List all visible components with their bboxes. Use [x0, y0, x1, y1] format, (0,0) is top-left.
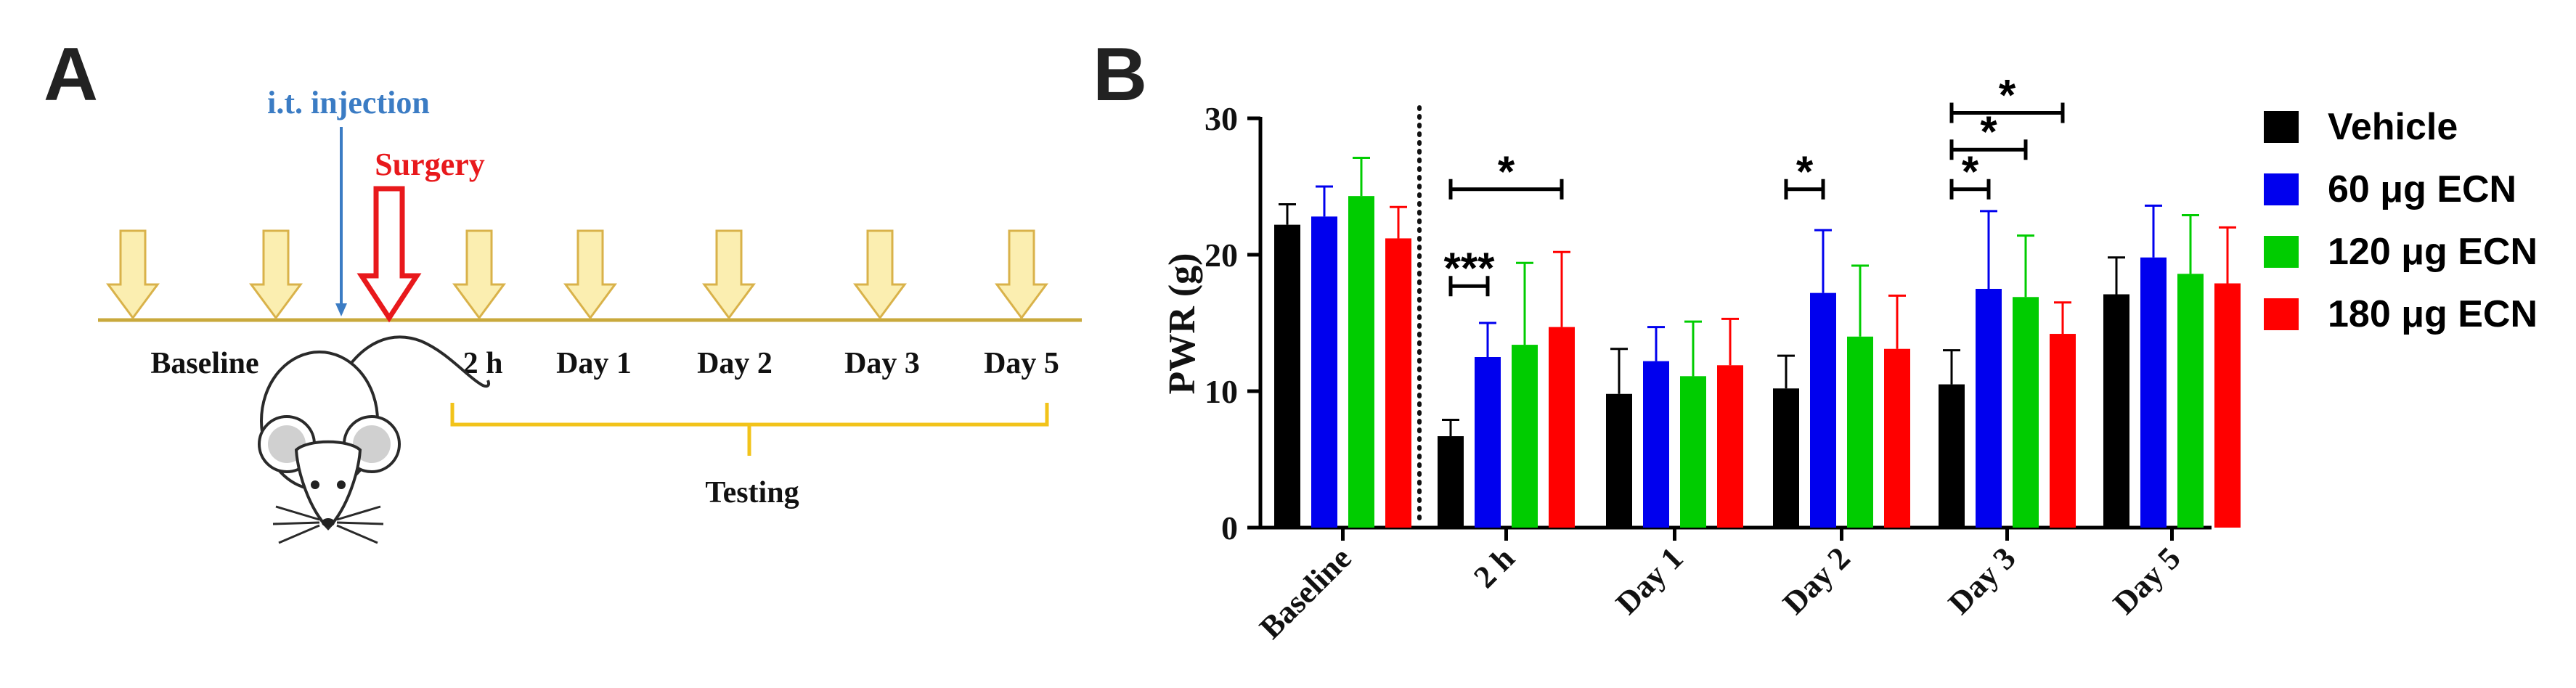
- mouse-icon: [258, 335, 490, 544]
- y-tick-label: 0: [1221, 509, 1238, 546]
- bar-180-g-ecn-baseline: [1385, 238, 1411, 528]
- bar-60-g-ecn-baseline: [1311, 216, 1337, 528]
- y-tick-label: 30: [1205, 100, 1238, 137]
- time-label-baseline: Baseline: [150, 347, 258, 380]
- significance-label: *: [1498, 147, 1515, 196]
- bar-vehicle-baseline: [1274, 224, 1300, 528]
- error-bars: [1279, 157, 2236, 437]
- bar-180-g-ecn-day-3: [2050, 334, 2076, 528]
- legend-swatch-180-g-ecn: [2264, 298, 2299, 330]
- y-tick-label: 10: [1205, 373, 1238, 410]
- x-tick-label-baseline: Baseline: [1252, 540, 1358, 645]
- significance-label: *: [1980, 107, 1997, 156]
- significance-bracket: [1949, 179, 1991, 200]
- bar-180-g-ecn-2-h: [1549, 327, 1575, 528]
- time-point-arrow-icon: [563, 229, 617, 320]
- time-labels: Baseline 2 h Day 1 Day 2 Day 3 Day 5: [150, 347, 1059, 380]
- testing-label: Testing: [705, 476, 799, 509]
- injection-arrow-head: [335, 303, 347, 316]
- time-point-arrow-icon: [106, 229, 160, 320]
- y-axis-label: PWR (g): [1162, 253, 1203, 395]
- bar-60-g-ecn-day-3: [1976, 289, 2002, 528]
- significance-label: *: [1962, 147, 1979, 196]
- time-label-day2: Day 2: [697, 347, 773, 380]
- significance-markers: **** * ***: [1443, 70, 2065, 297]
- time-label-day5: Day 5: [984, 347, 1059, 380]
- bar-60-g-ecn-day-1: [1643, 361, 1669, 528]
- bar-180-g-ecn-day-2: [1884, 348, 1910, 528]
- legend-swatch-60-g-ecn: [2264, 173, 2299, 205]
- legend-label-180-g-ecn: 180 μg ECN: [2328, 293, 2538, 335]
- legend: Vehicle 60 μg ECN 120 μg ECN 180 μg ECN: [2264, 106, 2538, 335]
- x-ticks: Baseline 2 h Day 1 Day 2 Day 3 Day 5: [1252, 528, 2188, 646]
- x-tick-label-day-3: Day 3: [1941, 540, 2023, 621]
- bar-120-g-ecn-2-h: [1512, 345, 1538, 528]
- significance-bracket: [1448, 276, 1490, 297]
- significance-bracket: [1949, 139, 2028, 160]
- bar-180-g-ecn-day-5: [2214, 283, 2241, 528]
- significance-label: *: [1999, 70, 2016, 119]
- time-label-day1: Day 1: [556, 347, 632, 380]
- panel-b-letter: B: [1093, 33, 1147, 117]
- panel-a-timeline: A i.t. injection Surgery Baseline 2 h Da…: [44, 33, 1082, 544]
- bar-vehicle-2-h: [1438, 436, 1464, 528]
- y-ticks: 0 10 20 30: [1205, 100, 1260, 546]
- surgery-label: Surgery: [375, 147, 485, 182]
- time-point-arrow-icon: [452, 229, 506, 320]
- bar-60-g-ecn-day-5: [2140, 257, 2167, 528]
- bar-vehicle-day-3: [1939, 384, 1965, 528]
- legend-swatch-vehicle: [2264, 111, 2299, 143]
- bar-vehicle-day-5: [2103, 294, 2129, 528]
- significance-label: *: [1796, 147, 1814, 196]
- time-point-arrow-icon: [853, 229, 907, 320]
- bar-60-g-ecn-2-h: [1475, 357, 1501, 528]
- bar-120-g-ecn-day-2: [1847, 336, 1873, 528]
- significance-bracket: [1949, 102, 2065, 123]
- legend-label-120-g-ecn: 120 μg ECN: [2328, 231, 2538, 273]
- significance-label: ***: [1443, 244, 1495, 292]
- bar-vehicle-day-2: [1773, 388, 1799, 528]
- bars: [1274, 196, 2241, 528]
- bar-120-g-ecn-day-5: [2177, 274, 2204, 528]
- surgery-arrow-icon: [356, 186, 422, 323]
- significance-bracket: [1448, 179, 1564, 200]
- bar-vehicle-day-1: [1606, 393, 1632, 528]
- time-point-arrow-icon: [702, 229, 756, 320]
- time-label-day3: Day 3: [844, 347, 920, 380]
- panel-a-letter: A: [44, 33, 98, 117]
- legend-label-vehicle: Vehicle: [2328, 106, 2458, 148]
- bar-60-g-ecn-day-2: [1810, 292, 1836, 528]
- injection-label: i.t. injection: [267, 85, 430, 120]
- time-point-arrow-icon: [995, 229, 1048, 320]
- x-tick-label-day-2: Day 2: [1776, 540, 1857, 621]
- bar-180-g-ecn-day-1: [1717, 365, 1743, 528]
- significance-bracket: [1784, 179, 1825, 200]
- y-tick-label: 20: [1205, 237, 1238, 274]
- legend-swatch-120-g-ecn: [2264, 236, 2299, 268]
- time-point-arrows: [106, 229, 1048, 320]
- bar-120-g-ecn-baseline: [1348, 196, 1374, 528]
- x-tick-label-day-5: Day 5: [2106, 540, 2188, 621]
- x-tick-label-day-1: Day 1: [1609, 540, 1690, 621]
- x-tick-label-2-h: 2 h: [1467, 540, 1521, 594]
- legend-label-60-g-ecn: 60 μg ECN: [2328, 168, 2516, 210]
- bar-120-g-ecn-day-3: [2013, 297, 2039, 528]
- time-point-arrow-icon: [249, 229, 303, 320]
- testing-bracket: [450, 403, 1049, 456]
- bar-120-g-ecn-day-1: [1680, 376, 1706, 528]
- panel-b-chart: B PWR (g) 0 10 20 30 Baseline 2 h Day 1 Day 2 D…: [1093, 33, 2538, 646]
